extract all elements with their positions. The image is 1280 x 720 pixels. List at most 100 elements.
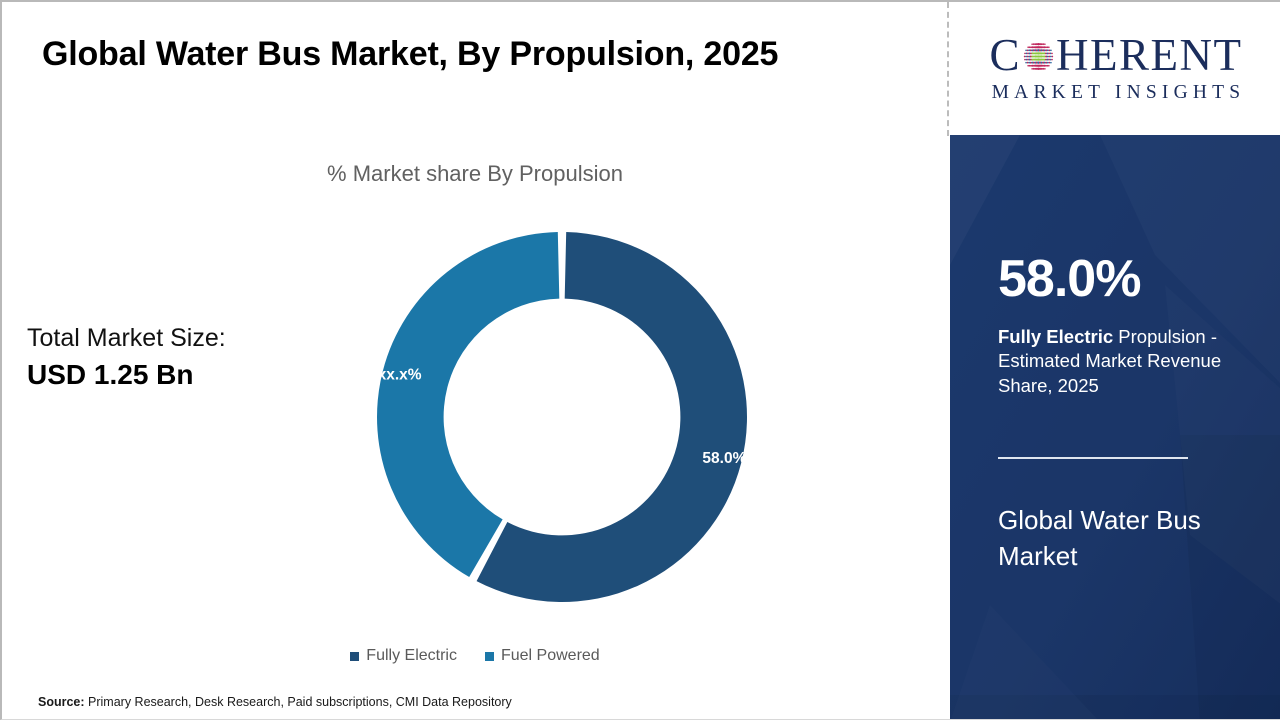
logo-letters-rest: HERENT — [1056, 30, 1243, 80]
donut-chart: 58.0% xx.x% — [372, 227, 752, 607]
highlight-description-rest: Propulsion - Estimated Market Revenue Sh… — [998, 326, 1222, 396]
globe-dot — [1048, 52, 1050, 55]
globe-dot — [1043, 46, 1046, 49]
globe-dot — [1042, 43, 1045, 46]
highlight-market-name: Global Water Bus Market — [998, 505, 1201, 571]
globe-dot — [1046, 55, 1049, 58]
globe-dot — [1028, 64, 1031, 67]
globe-dot — [1046, 64, 1049, 67]
globe-dot — [1039, 67, 1042, 70]
globe-dot — [1040, 61, 1043, 64]
globe-dot — [1027, 52, 1029, 55]
globe-dot — [1044, 64, 1047, 67]
globe-dot — [1031, 64, 1034, 67]
globe-dot — [1046, 52, 1049, 55]
globe-dot — [1034, 55, 1037, 58]
legend-label: Fuel Powered — [500, 647, 600, 664]
globe-dot — [1027, 58, 1029, 61]
globe-dot — [1028, 46, 1031, 49]
globe-dot — [1038, 46, 1042, 49]
globe-dot — [1029, 49, 1032, 52]
globe-dot — [1038, 64, 1042, 67]
globe-dot — [1030, 58, 1032, 61]
globe-dot — [1032, 49, 1035, 52]
globe-dot — [1024, 52, 1026, 55]
globe-dot — [1032, 58, 1036, 61]
globe-dot — [1045, 52, 1047, 55]
globe-dot — [1043, 58, 1046, 61]
globe-dot — [1043, 49, 1046, 52]
globe-dot — [1048, 49, 1051, 52]
globe-dot — [1040, 43, 1043, 46]
globe-dot — [1050, 61, 1052, 64]
globe-dot — [1040, 49, 1043, 52]
globe-dot — [1045, 61, 1048, 64]
globe-dot — [1037, 61, 1040, 64]
source-label: Source: — [38, 695, 85, 709]
globe-dot — [1051, 55, 1054, 58]
globe-dot — [1031, 67, 1033, 70]
globe-dot — [1043, 64, 1046, 67]
globe-dot — [1048, 46, 1050, 49]
globe-dot — [1032, 55, 1035, 58]
globe-dot — [1025, 49, 1027, 52]
globe-dot — [1044, 43, 1046, 46]
globe-dot — [1044, 67, 1046, 70]
globe-dot — [1040, 67, 1043, 70]
globe-dot — [1031, 43, 1033, 46]
globe-dot — [1034, 49, 1037, 52]
globe-dot — [1026, 55, 1029, 58]
globe-dot — [1048, 55, 1051, 58]
globe-dot — [1046, 61, 1049, 64]
globe-dot — [1028, 49, 1031, 52]
globe-dot — [1040, 55, 1043, 58]
globe-dot — [1033, 46, 1036, 49]
total-market-size-value: USD 1.25 Bn — [27, 358, 194, 390]
donut-slice[interactable] — [377, 232, 560, 578]
globe-dot — [1040, 58, 1043, 61]
donut-slice[interactable] — [476, 232, 748, 603]
chart-subtitle: % Market share By Propulsion — [327, 161, 623, 186]
globe-dot — [1028, 58, 1031, 61]
highlight-content: 58.0% Fully Electric Propulsion - Estima… — [998, 135, 1248, 719]
globe-dot — [1041, 64, 1044, 67]
globe-dot — [1050, 49, 1052, 52]
legend-label: Fully Electric — [366, 647, 457, 664]
globe-dot — [1045, 58, 1047, 61]
globe-dot — [1043, 52, 1046, 55]
globe-dot — [1043, 61, 1046, 64]
chart-legend: Fully Electric Fuel Powered — [2, 647, 948, 665]
legend-swatch-icon — [350, 651, 360, 661]
globe-dot — [1038, 58, 1042, 61]
globe-dot — [1049, 52, 1052, 55]
globe-dot — [1049, 58, 1052, 61]
globe-dot — [1042, 61, 1045, 64]
page-title: Global Water Bus Market, By Propulsion, … — [42, 35, 779, 73]
globe-dot — [1045, 49, 1048, 52]
globe-dot — [1038, 55, 1042, 58]
globe-dot — [1029, 55, 1032, 58]
globe-dot — [1032, 61, 1035, 64]
total-market-size-label: Total Market Size: — [27, 324, 226, 352]
globe-dot — [1032, 43, 1035, 46]
globe-dot — [1044, 46, 1047, 49]
globe-dot — [1025, 52, 1028, 55]
legend-item[interactable]: Fully Electric — [350, 647, 457, 665]
slice-label-fully-electric: 58.0% — [702, 450, 746, 467]
globe-dot — [1049, 55, 1052, 58]
panel-divider — [947, 2, 949, 136]
globe-dot — [1051, 52, 1053, 55]
chart-panel: Global Water Bus Market, By Propulsion, … — [2, 2, 948, 719]
globe-dot — [1040, 52, 1043, 55]
legend-swatch-icon — [484, 651, 494, 661]
globe-dot — [1035, 67, 1039, 70]
globe-dot — [1027, 46, 1030, 49]
globe-dot — [1038, 52, 1042, 55]
donut-chart-svg: 58.0% xx.x% — [377, 232, 748, 603]
globe-dot — [1039, 43, 1042, 46]
globe-dot — [1026, 49, 1029, 52]
globe-dot — [1031, 49, 1034, 52]
brand-logo: C HERENT MARKET INSIGHTS — [950, 2, 1280, 135]
logo-subtitle: MARKET INSIGHTS — [991, 81, 1246, 103]
legend-item[interactable]: Fuel Powered — [484, 647, 600, 665]
